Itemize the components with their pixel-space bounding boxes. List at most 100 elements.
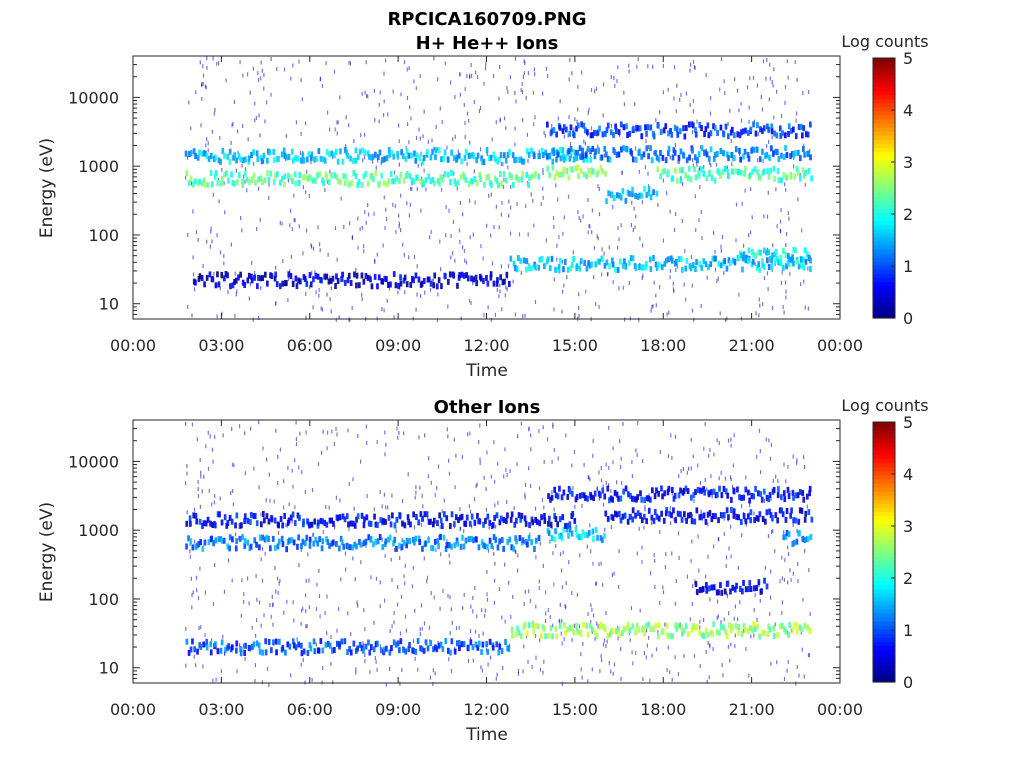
- heatmap-cell: [643, 525, 645, 530]
- heatmap-cell: [517, 255, 520, 261]
- heatmap-cell: [486, 543, 489, 550]
- heatmap-cell: [760, 496, 764, 503]
- heatmap-cell: [716, 438, 718, 443]
- heatmap-cell: [472, 537, 475, 544]
- heatmap-cell: [616, 192, 619, 199]
- heatmap-cell: [612, 132, 615, 139]
- heatmap-cell: [595, 86, 598, 91]
- heatmap-cell: [431, 278, 433, 283]
- heatmap-cell: [383, 156, 386, 163]
- heatmap-cell: [197, 487, 199, 491]
- heatmap-cell: [586, 631, 590, 638]
- heatmap-cell: [766, 257, 769, 264]
- heatmap-cell: [800, 262, 804, 269]
- heatmap-cell: [793, 164, 795, 169]
- heatmap-cell: [618, 286, 620, 291]
- heatmap-cell: [359, 541, 363, 548]
- heatmap-cell: [406, 96, 409, 100]
- heatmap-cell: [696, 162, 698, 167]
- heatmap-cell: [748, 172, 752, 179]
- heatmap-cell: [210, 535, 213, 542]
- colorbar-segment: [873, 236, 895, 242]
- heatmap-cell: [799, 123, 803, 130]
- heatmap-cell: [640, 153, 643, 160]
- heatmap-cell: [805, 131, 808, 138]
- heatmap-cell: [381, 537, 383, 542]
- heatmap-cell: [261, 275, 264, 282]
- heatmap-cell: [769, 167, 772, 174]
- heatmap-cell: [290, 537, 293, 544]
- colorbar-segment: [873, 58, 895, 63]
- heatmap-cell: [258, 420, 260, 425]
- heatmap-cell: [364, 210, 366, 215]
- heatmap-cell: [603, 493, 607, 500]
- heatmap-cell: [231, 462, 234, 467]
- heatmap-cell: [616, 267, 620, 273]
- heatmap-cell: [375, 576, 377, 581]
- heatmap-cell: [731, 584, 735, 591]
- heatmap-cell: [555, 183, 557, 188]
- colorbar-segment: [873, 244, 895, 250]
- heatmap-cell: [457, 517, 460, 523]
- heatmap-cell: [767, 249, 771, 256]
- heatmap-cell: [519, 516, 523, 523]
- heatmap-cell: [407, 122, 409, 127]
- heatmap-cell: [422, 278, 426, 284]
- heatmap-cell: [483, 313, 485, 318]
- heatmap-cell: [469, 235, 471, 240]
- heatmap-cell: [730, 623, 734, 630]
- heatmap-cell: [261, 534, 264, 541]
- heatmap-cell: [252, 172, 256, 179]
- heatmap-cell: [595, 581, 597, 586]
- heatmap-cell: [740, 129, 743, 136]
- heatmap-cell: [802, 125, 806, 132]
- heatmap-cell: [194, 512, 198, 519]
- heatmap-cell: [388, 286, 391, 291]
- heatmap-cell: [194, 287, 196, 292]
- heatmap-cell: [267, 176, 271, 183]
- heatmap-cell: [587, 679, 589, 684]
- heatmap-cell: [494, 155, 497, 162]
- heatmap-cell: [277, 590, 279, 595]
- heatmap-cell: [646, 628, 648, 633]
- heatmap-cell: [440, 267, 442, 272]
- heatmap-cell: [341, 513, 345, 520]
- heatmap-cell: [197, 493, 199, 498]
- heatmap-cell: [493, 225, 495, 230]
- heatmap-cell: [379, 580, 381, 585]
- heatmap-cell: [258, 485, 260, 490]
- heatmap-cell: [196, 648, 199, 655]
- heatmap-cell: [788, 622, 792, 629]
- heatmap-cell: [741, 504, 743, 509]
- heatmap-cell: [568, 155, 572, 162]
- heatmap-cell: [654, 558, 656, 563]
- heatmap-cell: [742, 623, 746, 630]
- heatmap-cell: [587, 260, 590, 267]
- heatmap-cell: [604, 510, 608, 517]
- heatmap-cell: [636, 453, 638, 457]
- heatmap-cell: [611, 515, 615, 521]
- heatmap-cell: [801, 647, 803, 652]
- heatmap-cell: [454, 485, 456, 490]
- heatmap-cell: [275, 649, 278, 656]
- heatmap-cell: [287, 465, 289, 470]
- heatmap-cell: [568, 130, 572, 137]
- heatmap-cell: [540, 514, 543, 521]
- heatmap-cell: [311, 677, 313, 682]
- heatmap-cell: [713, 230, 715, 235]
- heatmap-cell: [447, 434, 449, 439]
- heatmap-cell: [357, 245, 359, 250]
- heatmap-cell: [330, 540, 334, 547]
- heatmap-cell: [571, 71, 573, 76]
- heatmap-cell: [581, 147, 584, 154]
- heatmap-cell: [458, 228, 461, 233]
- heatmap-cell: [776, 632, 779, 638]
- heatmap-cell: [342, 543, 346, 550]
- heatmap-cell: [490, 318, 492, 322]
- heatmap-cell: [597, 624, 599, 629]
- heatmap-cell: [750, 493, 754, 499]
- heatmap-cell: [333, 172, 337, 179]
- colorbar-segment: [873, 426, 895, 431]
- heatmap-cell: [448, 458, 450, 463]
- heatmap-cell: [296, 512, 300, 519]
